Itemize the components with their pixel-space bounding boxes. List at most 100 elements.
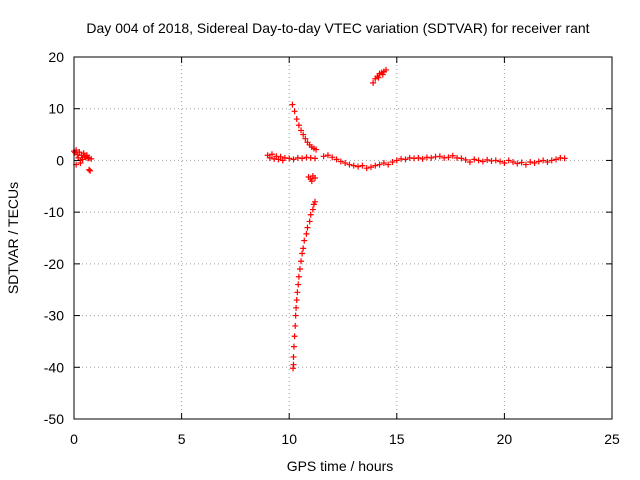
- data-point: [475, 157, 482, 164]
- series-upper-branch: [289, 101, 320, 153]
- y-tick-label: 0: [56, 152, 64, 168]
- data-point: [350, 162, 357, 169]
- data-point: [367, 164, 374, 171]
- data-point: [385, 161, 392, 168]
- data-point: [303, 230, 310, 237]
- data-point: [402, 156, 409, 163]
- data-point: [299, 250, 306, 257]
- data-point: [291, 333, 298, 340]
- data-point: [561, 155, 568, 162]
- data-point: [299, 155, 306, 162]
- data-point: [389, 158, 396, 165]
- data-point: [298, 258, 305, 265]
- data-point: [370, 79, 377, 86]
- y-tick-label: 20: [48, 49, 64, 65]
- data-point: [466, 158, 473, 165]
- data-point: [291, 108, 298, 115]
- data-point: [266, 154, 273, 161]
- data-point: [295, 122, 302, 129]
- data-point: [312, 155, 319, 162]
- data-point: [290, 353, 297, 360]
- chart-title: Day 004 of 2018, Sidereal Day-to-day VTE…: [86, 20, 589, 36]
- data-point: [522, 161, 529, 168]
- data-point: [302, 135, 309, 142]
- data-point: [88, 155, 95, 162]
- data-point: [337, 158, 344, 165]
- data-point: [419, 155, 426, 162]
- data-point: [290, 343, 297, 350]
- data-point: [293, 116, 300, 123]
- data-point: [535, 158, 542, 165]
- data-point: [76, 149, 83, 156]
- data-point: [289, 101, 296, 108]
- series-main-track: [264, 151, 568, 172]
- data-point: [527, 158, 534, 165]
- x-tick-label: 10: [281, 431, 297, 447]
- data-point: [479, 158, 486, 165]
- axis-ticks: 0 5 10 15 20 25 20 10 0 -10 -20 -30 -40 -50: [44, 49, 620, 447]
- data-point: [415, 154, 422, 161]
- data-point: [359, 162, 366, 169]
- data-point: [505, 157, 512, 164]
- data-point: [310, 201, 317, 208]
- data-point: [548, 157, 555, 164]
- x-tick-label: 20: [497, 431, 513, 447]
- data-point: [329, 154, 336, 161]
- data-point: [292, 312, 299, 319]
- data-point: [375, 74, 382, 81]
- data-point: [309, 206, 316, 213]
- data-point: [376, 161, 383, 168]
- series-lower-branch: [290, 198, 319, 372]
- grid-lines: [74, 57, 612, 419]
- data-point: [300, 131, 307, 138]
- data-point: [492, 157, 499, 164]
- data-point: [313, 146, 320, 153]
- data-point: [86, 166, 93, 173]
- data-point: [484, 156, 491, 163]
- x-tick-label: 0: [70, 431, 78, 447]
- data-point: [514, 160, 521, 167]
- data-point: [471, 156, 478, 163]
- x-tick-label: 5: [178, 431, 186, 447]
- data-point: [436, 153, 443, 160]
- y-tick-label: -40: [44, 359, 64, 375]
- data-point: [458, 155, 465, 162]
- data-point: [342, 160, 349, 167]
- y-tick-label: -20: [44, 256, 64, 272]
- y-tick-label: 10: [48, 101, 64, 117]
- data-point: [428, 154, 435, 161]
- data-point: [295, 281, 302, 288]
- data-point: [295, 273, 302, 280]
- data-point: [372, 162, 379, 169]
- data-point: [308, 178, 315, 185]
- data-point: [293, 304, 300, 311]
- data-point: [80, 150, 87, 157]
- data-points: [71, 66, 568, 372]
- data-point: [346, 161, 353, 168]
- data-point: [333, 156, 340, 163]
- series-small-cluster: [305, 172, 319, 185]
- data-point: [292, 322, 299, 329]
- data-point: [363, 165, 370, 172]
- data-point: [293, 297, 300, 304]
- data-point: [301, 237, 308, 244]
- data-point: [286, 155, 293, 162]
- data-point: [298, 127, 305, 134]
- data-point: [510, 158, 517, 165]
- y-axis-label: SDTVAR / TECUs: [5, 182, 21, 294]
- data-point: [306, 218, 313, 225]
- data-point: [324, 152, 331, 159]
- data-point: [449, 152, 456, 159]
- y-tick-label: -50: [44, 411, 64, 427]
- data-point: [290, 156, 297, 163]
- data-point: [544, 158, 551, 165]
- data-point: [540, 157, 547, 164]
- data-point: [383, 66, 390, 73]
- data-point: [87, 167, 94, 174]
- data-point: [304, 224, 311, 231]
- data-point: [277, 153, 284, 160]
- x-tick-label: 15: [389, 431, 405, 447]
- plot-frame: [73, 56, 613, 420]
- data-point: [307, 211, 314, 218]
